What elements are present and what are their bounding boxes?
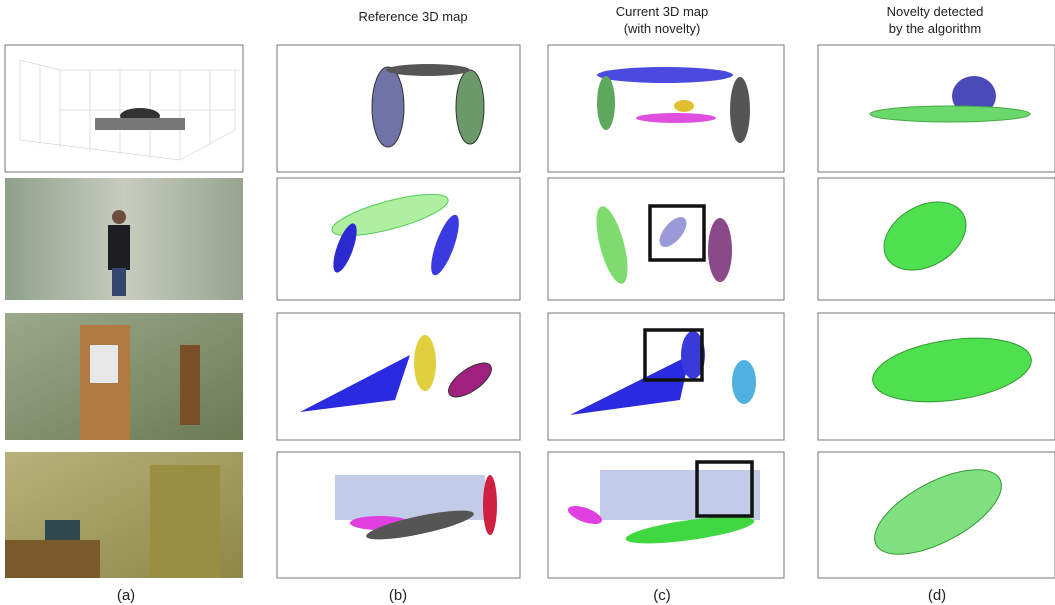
- column-header: (with novelty): [624, 21, 701, 36]
- ellipse: [732, 360, 756, 404]
- caption: (a): [117, 587, 135, 604]
- ellipse: [386, 64, 470, 76]
- panel-b2: [277, 178, 520, 300]
- door: [150, 465, 220, 578]
- poster: [90, 345, 118, 383]
- person: [112, 268, 126, 296]
- points: [600, 470, 760, 520]
- column-header: Reference 3D map: [358, 9, 467, 24]
- person: [112, 210, 126, 224]
- column-headers: Reference 3D map Current 3D map (with nove…: [358, 4, 983, 36]
- ellipse: [597, 76, 615, 130]
- ellipse: [414, 335, 436, 391]
- caption: (b): [389, 587, 407, 604]
- ellipse: [597, 67, 733, 83]
- captions: (a) (b) (c) (d): [117, 587, 946, 604]
- ellipse: [372, 67, 404, 147]
- person: [108, 225, 130, 270]
- ellipse: [708, 218, 732, 282]
- column-header: Current 3D map: [616, 4, 708, 19]
- floor-grid: [95, 118, 185, 130]
- ellipse: [456, 70, 484, 144]
- ellipse: [870, 106, 1030, 122]
- column-header: Novelty detected: [887, 4, 984, 19]
- ellipse: [636, 113, 716, 123]
- figure: Reference 3D map Current 3D map (with nove…: [0, 0, 1055, 605]
- desk: [5, 540, 100, 578]
- ellipse: [730, 77, 750, 143]
- caption: (c): [653, 587, 671, 604]
- column-header: by the algorithm: [889, 21, 982, 36]
- door: [180, 345, 200, 425]
- ellipse: [483, 475, 497, 535]
- ellipse: [674, 100, 694, 112]
- caption: (d): [928, 587, 946, 604]
